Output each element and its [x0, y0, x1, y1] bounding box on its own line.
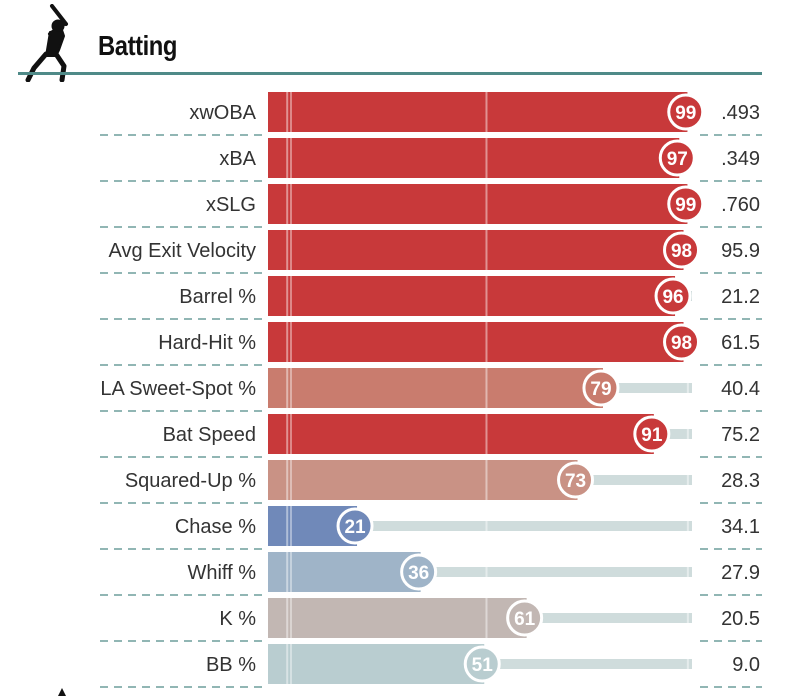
metric-label: xSLG — [206, 194, 256, 216]
stat-value: 61.5 — [721, 332, 760, 354]
next-section-icon — [58, 688, 66, 696]
percentile-track — [484, 659, 692, 669]
metric-label: xBA — [219, 148, 256, 170]
metric-label: Chase % — [175, 516, 256, 538]
stat-value: 21.2 — [721, 286, 760, 308]
percentile-value: 73 — [565, 471, 586, 492]
stat-value: 40.4 — [721, 378, 760, 400]
percentile-marker — [663, 323, 701, 361]
percentile-marker — [667, 93, 705, 131]
metric-label: Bat Speed — [163, 424, 256, 446]
percentile-bar — [268, 322, 684, 362]
percentile-marker — [582, 369, 620, 407]
percentile-value: 99 — [675, 195, 696, 216]
percentile-marker — [506, 599, 544, 637]
percentile-track — [577, 475, 692, 485]
section-title: Batting — [98, 30, 177, 61]
percentile-value: 36 — [408, 563, 429, 584]
stat-value: 95.9 — [721, 240, 760, 262]
stat-value: .760 — [721, 194, 760, 216]
percentile-bar — [268, 644, 485, 684]
percentile-bar — [268, 138, 680, 178]
percentile-bar — [268, 276, 676, 316]
percentile-marker — [667, 185, 705, 223]
stat-value: 27.9 — [721, 562, 760, 584]
stat-value: 28.3 — [721, 470, 760, 492]
metric-label: Squared-Up % — [125, 470, 256, 492]
percentile-bar — [268, 460, 578, 500]
percentile-value: 79 — [590, 379, 611, 400]
percentile-value: 98 — [671, 241, 692, 262]
percentile-marker — [463, 645, 501, 683]
stat-value: 20.5 — [721, 608, 760, 630]
percentile-marker — [336, 507, 374, 545]
percentile-bar — [268, 368, 603, 408]
percentile-track — [602, 383, 692, 393]
metric-label: Barrel % — [179, 286, 256, 308]
stat-value: 9.0 — [732, 654, 760, 676]
percentile-bar — [268, 552, 421, 592]
stat-value: 34.1 — [721, 516, 760, 538]
percentile-marker — [654, 277, 692, 315]
stat-value: .349 — [721, 148, 760, 170]
percentile-value: 96 — [662, 287, 683, 308]
metric-label: Avg Exit Velocity — [109, 240, 256, 262]
percentile-value: 91 — [641, 425, 663, 446]
percentile-track — [357, 521, 692, 531]
percentile-value: 61 — [514, 609, 536, 630]
metric-label: Whiff % — [187, 562, 256, 584]
percentile-track — [420, 567, 692, 577]
percentile-marker — [400, 553, 438, 591]
percentile-bar — [268, 184, 688, 224]
percentile-marker — [633, 415, 671, 453]
metric-label: Hard-Hit % — [158, 332, 256, 354]
metric-label: xwOBA — [189, 102, 256, 124]
header-divider — [18, 72, 762, 75]
metric-label: K % — [219, 608, 256, 630]
percentile-bar — [268, 598, 527, 638]
percentile-marker — [663, 231, 701, 269]
metric-label: LA Sweet-Spot % — [100, 378, 256, 400]
metric-label: BB % — [206, 654, 256, 676]
stat-value: 75.2 — [721, 424, 760, 446]
percentile-bar — [268, 414, 654, 454]
batter-silhouette-icon — [25, 4, 68, 82]
percentile-track — [653, 429, 692, 439]
percentile-value: 51 — [472, 655, 494, 676]
percentile-value: 97 — [667, 149, 688, 170]
percentile-track — [526, 613, 692, 623]
percentile-value: 98 — [671, 333, 692, 354]
percentile-marker — [658, 139, 696, 177]
percentile-marker — [557, 461, 595, 499]
stat-value: .493 — [721, 102, 760, 124]
percentile-value: 99 — [675, 103, 696, 124]
percentile-value: 21 — [344, 517, 366, 538]
percentile-bar — [268, 92, 688, 132]
percentile-bar — [268, 230, 684, 270]
